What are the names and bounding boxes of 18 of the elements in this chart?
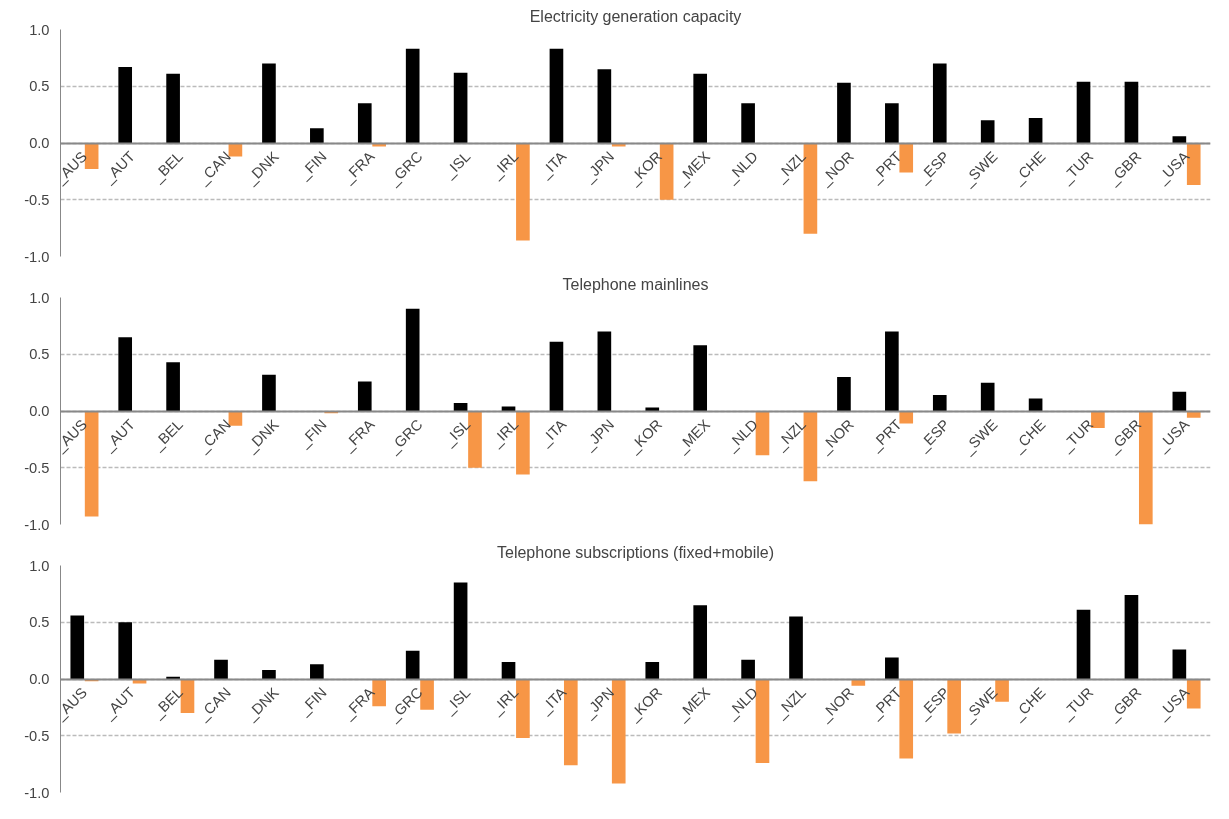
chart-title: Telephone subscriptions (fixed+mobile) xyxy=(496,543,775,561)
y-tick-label: 1.0 xyxy=(29,557,50,574)
y-tick-label: 0.5 xyxy=(29,346,50,363)
chart-title: Electricity generation capacity xyxy=(529,7,742,25)
y-tick-label: -1.0 xyxy=(24,248,50,265)
y-tick-label: 0.5 xyxy=(29,78,50,95)
y-tick-label: -0.5 xyxy=(24,459,50,476)
y-tick-label: -0.5 xyxy=(24,727,50,744)
y-tick-label: -1.0 xyxy=(24,784,50,801)
y-tick-label: -1.0 xyxy=(24,516,50,533)
y-tick-label: 0.0 xyxy=(29,135,50,151)
chart-title: Telephone mainlines xyxy=(562,275,709,293)
y-tick-label: -0.5 xyxy=(24,191,50,208)
y-tick-label: 1.0 xyxy=(29,289,50,306)
y-tick-label: 1.0 xyxy=(29,21,50,38)
y-tick-label: 0.0 xyxy=(29,403,50,419)
y-tick-label: 0.5 xyxy=(29,614,50,631)
y-tick-label: 0.0 xyxy=(29,671,50,687)
